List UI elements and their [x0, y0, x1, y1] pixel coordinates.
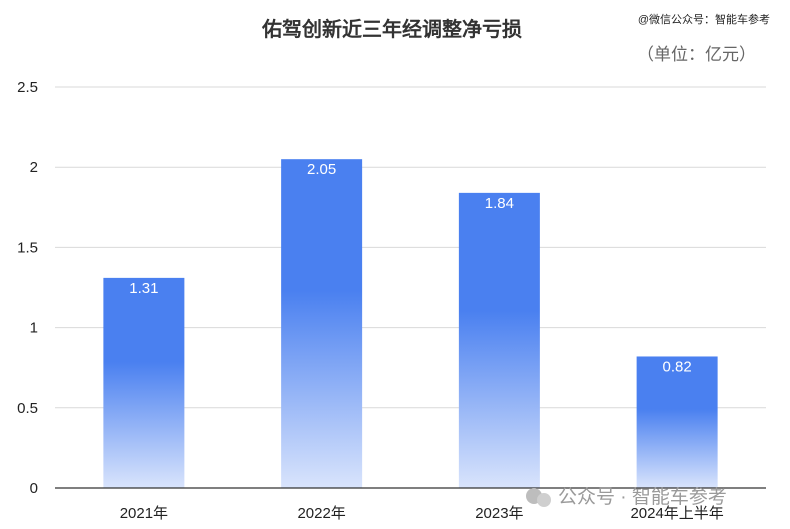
watermark: 公众号 · 智能车参考	[526, 486, 727, 508]
x-tick-label: 2024年上半年	[630, 505, 723, 522]
y-tick-label: 1	[30, 320, 38, 337]
bar	[103, 277, 185, 488]
x-tick-label: 2021年	[120, 505, 168, 522]
unit-label: （单位：亿元）	[637, 45, 756, 64]
y-tick-label: 2	[30, 159, 38, 176]
data-labels: 1.31 2.05 1.84 0.82	[129, 161, 691, 375]
wechat-icon-bubble	[537, 493, 551, 507]
watermark-text: 公众号 · 智能车参考	[558, 486, 727, 508]
data-label: 1.31	[129, 280, 158, 297]
x-tick-label: 2023年	[475, 505, 523, 522]
y-tick-label: 0.5	[17, 400, 38, 417]
chart-title: 佑驾创新近三年经调整净亏损	[261, 17, 522, 41]
bars	[103, 159, 718, 488]
x-tick-label: 2022年	[297, 505, 345, 522]
x-axis-ticks: 2021年 2022年 2023年 2024年上半年	[120, 505, 724, 522]
data-label: 2.05	[307, 161, 336, 178]
y-axis-ticks: 0 0.5 1 1.5 2 2.5	[17, 79, 38, 497]
bar	[458, 192, 540, 488]
bar	[281, 159, 363, 488]
y-tick-label: 2.5	[17, 79, 38, 96]
bar	[636, 356, 718, 488]
y-tick-label: 0	[30, 480, 38, 497]
source-note: @微信公众号：智能车参考	[638, 12, 770, 26]
y-tick-label: 1.5	[17, 239, 38, 256]
data-label: 0.82	[663, 358, 692, 375]
data-label: 1.84	[485, 195, 514, 212]
